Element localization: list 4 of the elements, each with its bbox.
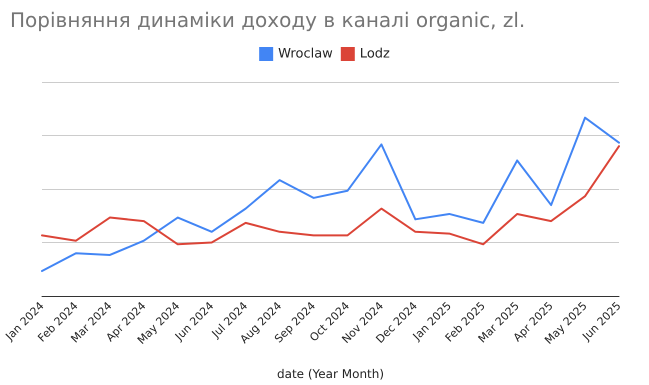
chart-title: Порівняння динаміки доходу в каналі organic, zl. — [10, 8, 526, 32]
x-axis-title: date (Year Month) — [276, 367, 384, 381]
legend-label: Lodz — [360, 46, 390, 62]
legend-label: Wroclaw — [278, 46, 334, 62]
